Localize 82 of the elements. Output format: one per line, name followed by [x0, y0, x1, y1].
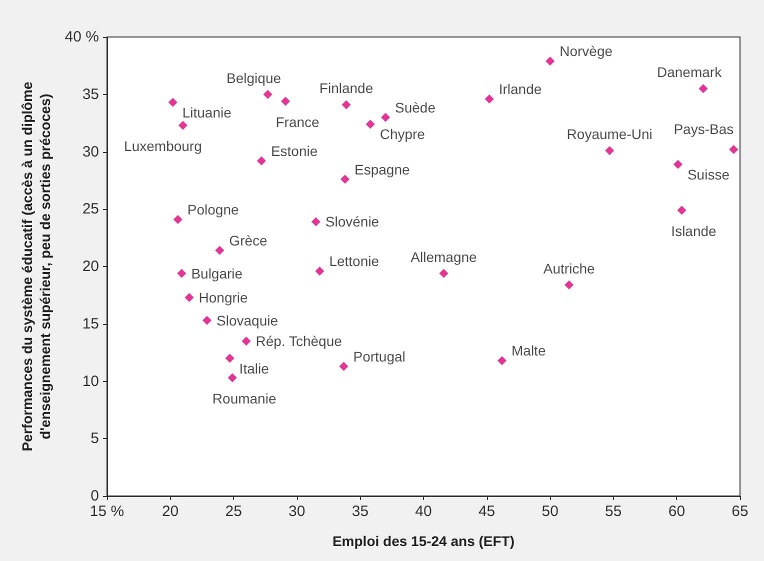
point — [564, 280, 574, 290]
y-tick-label: 10 — [82, 372, 99, 390]
x-tick-label: 50 — [542, 503, 558, 520]
data-label: France — [276, 114, 320, 130]
point — [366, 120, 375, 129]
point — [605, 146, 614, 156]
x-tick-label: 35 — [352, 503, 369, 520]
data-label: Slovénie — [325, 214, 380, 230]
data-label: Malte — [511, 342, 546, 359]
point — [729, 144, 738, 154]
point — [698, 84, 708, 94]
data-label: Pays-Bas — [674, 120, 734, 137]
data-label: Italie — [239, 360, 270, 376]
data-label: Roumanie — [212, 390, 276, 406]
point — [546, 56, 555, 66]
point — [263, 90, 272, 99]
point — [228, 373, 237, 382]
data-label: Finlande — [319, 80, 374, 96]
x-tick-label: 30 — [288, 503, 306, 520]
point — [340, 174, 350, 184]
x-tick-label: 25 — [225, 503, 242, 520]
point — [184, 292, 194, 302]
data-label: Espagne — [354, 161, 410, 178]
data-label: Lituanie — [182, 104, 232, 120]
point — [242, 336, 251, 346]
x-tick-label: 15 % — [90, 503, 124, 520]
data-label: Belgique — [226, 70, 282, 86]
y-tick-label: 15 — [82, 315, 99, 332]
y-tick-label: 40 % — [64, 28, 99, 46]
data-label: Estonie — [270, 142, 318, 159]
point — [311, 217, 320, 226]
point — [178, 120, 188, 130]
data-label: Luxembourg — [124, 138, 202, 154]
x-axis-title: Emploi des 15-24 ans (EFT) — [332, 533, 515, 549]
data-label: Autriche — [543, 260, 595, 276]
point — [339, 362, 348, 371]
data-label: Danemark — [656, 64, 723, 80]
data-label: Suède — [395, 99, 436, 116]
x-tick-label: 45 — [478, 503, 496, 520]
point — [202, 316, 212, 325]
point — [215, 246, 224, 255]
y-tick-label: 25 — [82, 200, 99, 218]
data-label: Norvège — [560, 43, 613, 60]
x-tick-label: 55 — [605, 503, 622, 520]
data-label: Suisse — [687, 166, 730, 182]
x-tick-label: 40 — [415, 503, 432, 520]
x-tick-label: 65 — [732, 503, 748, 520]
data-label: Irlande — [498, 80, 542, 97]
point — [256, 156, 266, 166]
x-tick-label: 20 — [162, 503, 179, 520]
data-label: Grèce — [229, 232, 268, 248]
point — [484, 94, 494, 104]
x-tick-label: 60 — [668, 503, 686, 520]
data-label: Chypre — [380, 126, 426, 142]
data-label: Islande — [671, 222, 717, 239]
point — [497, 356, 506, 366]
point — [168, 98, 178, 107]
y-axis-title: Performances du système éducatif (accès à un diplôme d'enseignement supérieur, peu de sorties précoces) — [18, 81, 53, 452]
data-label: Allemagne — [410, 248, 478, 265]
point — [225, 354, 234, 363]
y-tick-label: 0 — [90, 488, 99, 504]
y-tick-label: 5 — [90, 430, 99, 448]
data-label: Bulgarie — [191, 265, 243, 282]
data-label: Portugal — [353, 348, 406, 364]
y-tick-label: 30 — [82, 143, 99, 160]
point — [281, 96, 290, 106]
point — [177, 268, 186, 278]
point — [173, 214, 182, 224]
data-label: Royaume-Uni — [566, 126, 652, 142]
data-label: Pologne — [187, 201, 239, 218]
data-label: Slovaquie — [216, 312, 278, 328]
data-label: Lettonie — [329, 253, 380, 270]
y-tick-label: 35 — [82, 86, 99, 103]
point — [673, 160, 682, 169]
point — [677, 206, 686, 215]
point — [315, 266, 324, 276]
data-label: Hongrie — [198, 289, 248, 306]
data-label: Rép. Tchèque — [256, 333, 342, 350]
point — [342, 100, 351, 110]
point — [439, 268, 448, 278]
y-tick-label: 20 — [82, 258, 99, 275]
point — [381, 112, 390, 122]
